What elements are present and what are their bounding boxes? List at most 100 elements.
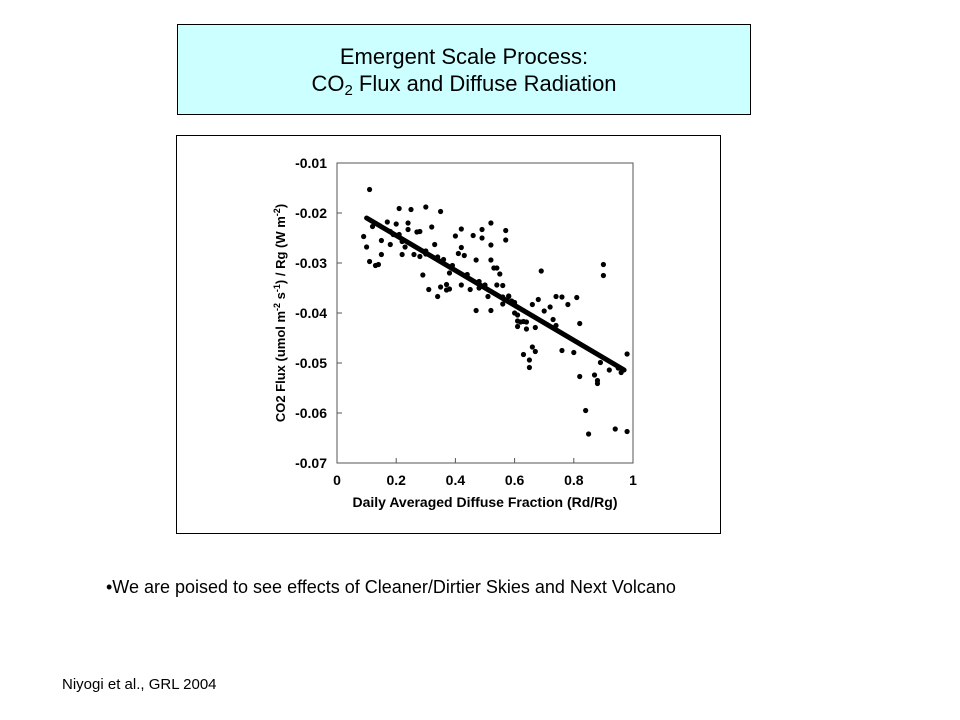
data-point bbox=[366, 258, 373, 265]
data-point bbox=[529, 301, 535, 308]
data-point bbox=[417, 253, 423, 260]
y-tick-label: -0.05 bbox=[295, 355, 327, 371]
data-point bbox=[366, 186, 373, 193]
x-axis-ticks: 0 0.2 0.4 0.6 0.8 1 bbox=[333, 458, 637, 488]
data-point bbox=[435, 293, 441, 300]
data-point bbox=[479, 235, 485, 241]
data-point bbox=[378, 237, 384, 244]
citation-text: Niyogi et al., GRL 2004 bbox=[62, 676, 217, 693]
data-point bbox=[494, 265, 500, 271]
data-point bbox=[500, 282, 506, 289]
data-point bbox=[488, 220, 494, 226]
data-point bbox=[393, 221, 399, 227]
data-point bbox=[387, 241, 393, 248]
data-point bbox=[408, 206, 414, 213]
data-point bbox=[488, 307, 494, 314]
title-subscript-2: 2 bbox=[344, 81, 353, 99]
data-point bbox=[369, 223, 376, 230]
y-label-segment: ) bbox=[273, 204, 288, 208]
x-tick-label: 1 bbox=[629, 472, 637, 488]
plot-area bbox=[336, 162, 634, 464]
data-point bbox=[361, 233, 367, 240]
data-point bbox=[532, 324, 538, 331]
scatter-chart: 0 0.2 0.4 0.6 0.8 1 -0.01 -0.02 -0.03 -0.04 -0.05… bbox=[272, 155, 637, 510]
data-point bbox=[405, 226, 411, 233]
data-point bbox=[606, 367, 612, 373]
data-point bbox=[461, 252, 467, 259]
y-label-superscript: -2 bbox=[272, 208, 282, 216]
data-point bbox=[455, 250, 461, 257]
data-point bbox=[538, 268, 544, 274]
data-point bbox=[612, 426, 618, 432]
data-point bbox=[402, 244, 408, 250]
data-point bbox=[488, 257, 494, 263]
data-point bbox=[506, 293, 512, 299]
data-point bbox=[600, 261, 606, 268]
data-point bbox=[364, 244, 370, 250]
data-point bbox=[479, 226, 485, 233]
data-point bbox=[470, 232, 476, 239]
data-point bbox=[446, 286, 453, 292]
data-point bbox=[574, 294, 580, 301]
x-tick-label: 0.6 bbox=[505, 472, 525, 488]
data-point bbox=[384, 219, 390, 225]
data-point bbox=[514, 312, 521, 318]
y-tick-label: -0.01 bbox=[295, 155, 327, 171]
data-point bbox=[571, 349, 577, 356]
data-point bbox=[559, 347, 565, 354]
title-co: CO bbox=[311, 70, 345, 96]
y-tick-label: -0.07 bbox=[295, 455, 327, 471]
data-point bbox=[420, 272, 426, 278]
x-axis-label: Daily Averaged Diffuse Fraction (Rd/Rg) bbox=[352, 494, 617, 510]
x-tick-label: 0.2 bbox=[386, 472, 406, 488]
data-point bbox=[514, 323, 521, 330]
x-tick-label: 0.8 bbox=[564, 472, 584, 488]
y-axis-ticks: -0.01 -0.02 -0.03 -0.04 -0.05 -0.06 -0.07 bbox=[295, 155, 342, 471]
chart-frame: 0 0.2 0.4 0.6 0.8 1 -0.01 -0.02 -0.03 -0.04 -0.05… bbox=[176, 135, 721, 534]
data-point bbox=[443, 281, 450, 288]
data-point bbox=[586, 431, 592, 437]
y-label-segment: CO2 Flux (umol m bbox=[273, 311, 288, 422]
data-point bbox=[452, 233, 458, 239]
data-point bbox=[526, 364, 532, 371]
data-point bbox=[396, 205, 402, 212]
data-point bbox=[547, 304, 553, 310]
x-tick-label: 0 bbox=[333, 472, 341, 488]
data-point bbox=[458, 244, 464, 251]
data-point bbox=[600, 272, 606, 279]
data-point bbox=[432, 241, 438, 248]
y-tick-label: -0.06 bbox=[295, 405, 327, 421]
data-point bbox=[624, 351, 630, 357]
data-point bbox=[375, 261, 382, 268]
y-label-segment: s bbox=[273, 292, 288, 303]
data-point bbox=[438, 208, 444, 215]
data-point bbox=[458, 226, 464, 232]
data-point bbox=[426, 286, 432, 293]
data-point bbox=[529, 344, 535, 350]
data-point bbox=[429, 224, 435, 230]
data-point bbox=[446, 270, 453, 276]
y-axis-label: CO2 Flux (umol m-2 s-1) / Rg (W m-2) bbox=[272, 204, 288, 422]
data-point bbox=[553, 293, 559, 300]
data-point bbox=[624, 428, 630, 435]
data-point bbox=[399, 251, 405, 258]
data-point bbox=[488, 242, 494, 248]
data-point bbox=[378, 251, 384, 258]
data-point bbox=[523, 319, 530, 325]
y-tick-label: -0.02 bbox=[295, 205, 327, 221]
data-point bbox=[423, 204, 429, 210]
y-label-superscript: -2 bbox=[272, 303, 282, 311]
data-point bbox=[503, 237, 509, 243]
y-tick-label: -0.03 bbox=[295, 255, 327, 271]
data-point bbox=[458, 282, 464, 288]
data-point bbox=[473, 307, 479, 314]
data-point bbox=[565, 301, 571, 308]
data-point bbox=[532, 348, 538, 355]
data-point bbox=[591, 372, 598, 378]
data-point bbox=[467, 286, 473, 293]
data-point bbox=[411, 251, 417, 258]
slide-title-line1: Emergent Scale Process: bbox=[339, 43, 589, 69]
y-label-superscript: -1 bbox=[272, 284, 282, 292]
data-points bbox=[361, 186, 630, 437]
data-point bbox=[520, 351, 527, 358]
